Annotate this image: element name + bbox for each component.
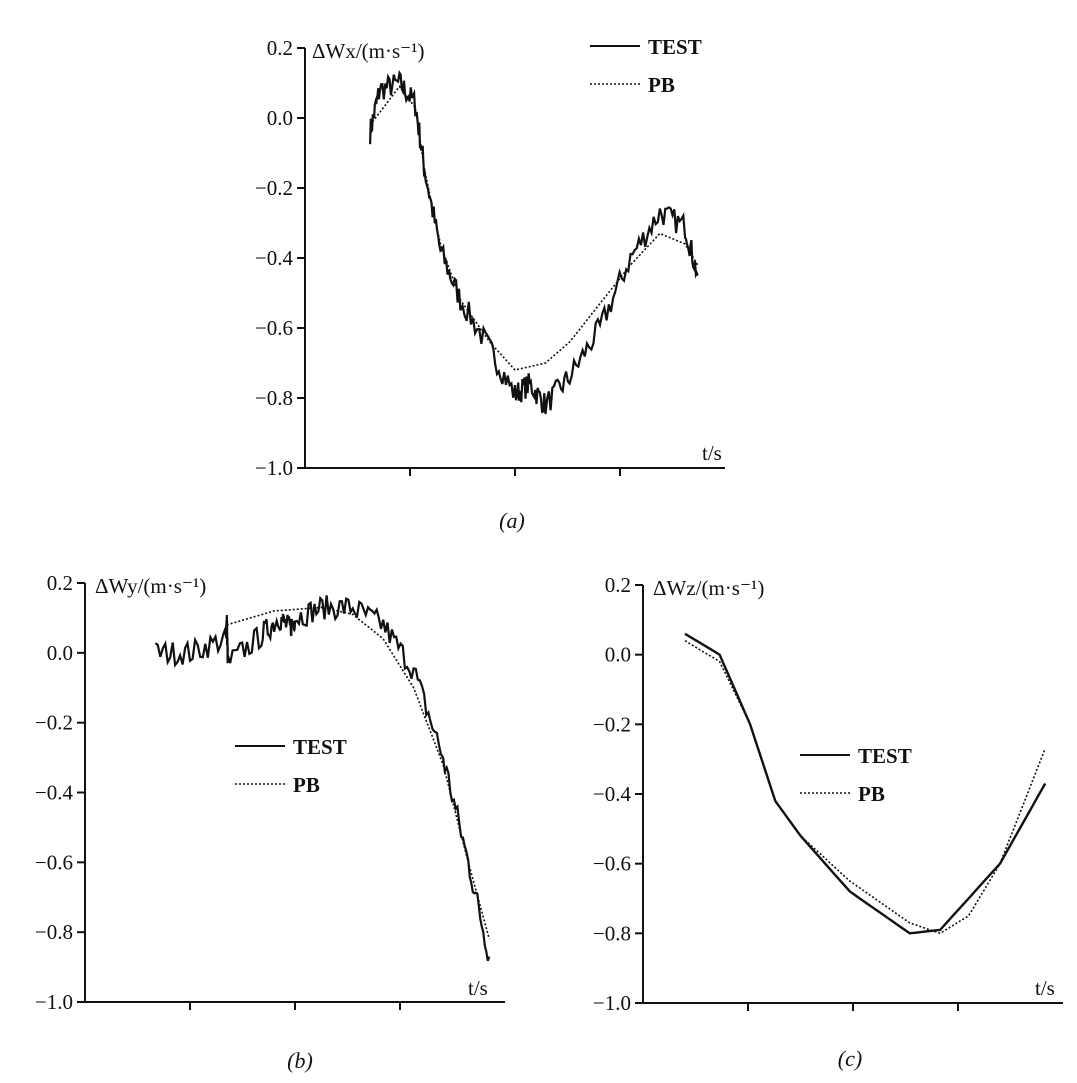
legend-label: PB <box>858 782 885 806</box>
series-test-line <box>154 595 491 962</box>
y-tick-label: −0.2 <box>35 711 73 735</box>
y-tick-label: −1.0 <box>593 991 631 1015</box>
x-axis-label: t/s <box>1035 976 1055 1000</box>
panel-a: 0.2 0.0 −0.2 −0.4 −0.6 −0.8 −1.0 ΔWx/(m·s⁻¹) t/s… <box>255 35 725 533</box>
legend-label: PB <box>648 73 675 97</box>
series-test-line <box>369 70 699 415</box>
series-pb-line <box>684 640 1046 935</box>
legend-label: TEST <box>293 735 347 759</box>
legend-label: PB <box>293 773 320 797</box>
x-axis-label: t/s <box>702 441 722 465</box>
y-tick-label: −0.4 <box>593 782 632 806</box>
y-tick-label: −0.8 <box>593 921 631 945</box>
y-tick-label: −1.0 <box>35 990 73 1014</box>
y-tick-label: −0.2 <box>593 712 631 736</box>
y-axis-label: ΔWy/(m·s⁻¹) <box>95 574 206 598</box>
series-test-line <box>684 632 1047 935</box>
y-tick-label: −0.4 <box>35 781 74 805</box>
legend-label: TEST <box>858 744 912 768</box>
series-pb-line <box>369 85 699 371</box>
y-tick-label: −0.6 <box>35 850 73 874</box>
y-tick-label: −0.8 <box>255 386 293 410</box>
panel-caption: (c) <box>838 1046 862 1071</box>
y-axis-label: ΔWx/(m·s⁻¹) <box>312 39 425 63</box>
y-tick-label: −0.8 <box>35 920 73 944</box>
panel-b: 0.2 0.0 −0.2 −0.4 −0.6 −0.8 −1.0 ΔWy/(m·s⁻¹) t/s… <box>35 571 505 1073</box>
panel-caption: (a) <box>499 508 525 533</box>
y-tick-label: 0.0 <box>267 106 293 130</box>
y-tick-label: 0.0 <box>605 643 631 667</box>
y-tick-label: 0.2 <box>605 573 631 597</box>
series-pb-line <box>226 606 491 940</box>
y-tick-label: −0.2 <box>255 176 293 200</box>
legend-label: TEST <box>648 35 702 59</box>
y-tick-label: 0.2 <box>47 571 73 595</box>
y-tick-label: −0.6 <box>593 852 631 876</box>
y-tick-label: 0.0 <box>47 641 73 665</box>
y-tick-label: 0.2 <box>267 36 293 60</box>
x-axis-label: t/s <box>468 976 488 1000</box>
y-tick-label: −0.6 <box>255 316 293 340</box>
y-axis-label: ΔWz/(m·s⁻¹) <box>653 576 764 600</box>
y-tick-label: −0.4 <box>255 246 294 270</box>
panel-caption: (b) <box>287 1048 313 1073</box>
y-tick-label: −1.0 <box>255 456 293 480</box>
panel-c: 0.2 0.0 −0.2 −0.4 −0.6 −0.8 −1.0 ΔWz/(m·s⁻¹) t/s… <box>593 573 1063 1071</box>
